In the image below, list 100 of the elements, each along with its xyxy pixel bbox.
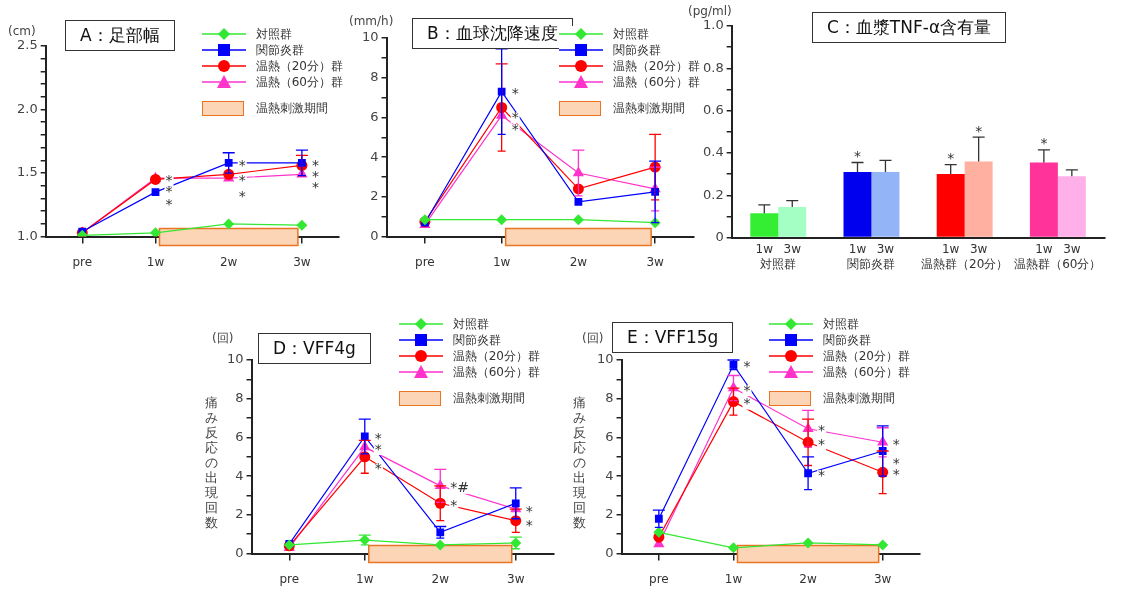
data-label: * [450, 496, 458, 513]
data-label: * [892, 465, 900, 482]
data-label: * [1040, 135, 1048, 152]
y-axis-title: (cm) [8, 24, 36, 38]
y-tick-label: 8 [235, 390, 244, 406]
legend-label: 温熱（20分）群 [255, 57, 343, 75]
y-tick-label: 6 [235, 428, 244, 444]
x-tick-label: pre [72, 254, 93, 269]
legend-label: 温熱（60分）群 [612, 73, 700, 91]
x-tick-label: 3w [293, 254, 311, 269]
chart-title: C：血漿TNF-α含有量 [812, 12, 1007, 43]
legend-label: 温熱（20分）群 [612, 57, 700, 75]
text: 痛み反応の出現回数 [572, 395, 586, 530]
y-tick-label: 4 [605, 467, 614, 483]
chart-title: D：VFF4g [258, 333, 371, 364]
data-label: * [238, 171, 246, 188]
y-tick-label: 4 [370, 148, 379, 164]
x-tick-label: 2w [431, 571, 450, 586]
text: 3w [1063, 241, 1081, 256]
x-tick-label: 2w [569, 254, 588, 269]
legend-label: 温熱刺激期間 [255, 100, 328, 117]
data-label: * [374, 460, 382, 477]
data-label: * [892, 435, 900, 452]
y-tick-label: 0 [605, 544, 614, 560]
y-tick-label: 0 [715, 228, 724, 244]
legend-label: 温熱（20分）群 [452, 347, 540, 365]
data-label: * [165, 183, 173, 200]
legend-label: 温熱（60分）群 [255, 73, 343, 91]
data-label: * [947, 150, 955, 167]
y-tick-label: 0.2 [702, 186, 724, 202]
y-tick-label: 1.0 [702, 17, 724, 33]
data-label: * [238, 187, 246, 204]
x-tick-label: pre [649, 571, 669, 586]
x-tick-label: 3w [646, 254, 665, 269]
legend-label: 温熱（60分）群 [822, 363, 910, 381]
text: (回) [212, 330, 234, 347]
chart-title: E：VFF15g [612, 322, 734, 353]
x-tick-label: 1w [492, 254, 511, 269]
y-tick-label: 1.0 [16, 227, 38, 243]
y-tick-label: 6 [605, 428, 614, 444]
x-tick-label: 対照群 [760, 256, 797, 271]
x-tick-label: 3w [873, 571, 892, 586]
x-tick-label: 3w [507, 571, 525, 586]
legend-label: 温熱刺激期間 [612, 100, 685, 117]
x-tick-label: 1w [724, 571, 743, 586]
y-tick-label: 4 [235, 467, 244, 483]
y-tick-label: 2.0 [16, 100, 38, 116]
y-tick-label: 10 [362, 29, 379, 45]
y-tick-label: 10 [597, 351, 614, 367]
data-label: * [853, 148, 861, 165]
y-tick-label: 2.5 [16, 37, 38, 53]
x-tick-label: 1w [356, 571, 374, 586]
x-tick-label: pre [415, 254, 435, 269]
x-tick-label: 1w [146, 254, 165, 269]
text: 3w [876, 241, 895, 256]
legend-label: 関節炎群 [612, 41, 661, 59]
legend-label: 対照群 [822, 315, 859, 333]
series-label: 1w [755, 241, 774, 256]
y-tick-label: 8 [605, 390, 614, 406]
y-tick-label: 6 [370, 108, 379, 124]
series-label: 3w [783, 241, 802, 256]
text: 1w [1035, 241, 1053, 256]
data-label: * [975, 122, 983, 139]
text: 3w [969, 241, 988, 256]
data-label: * [743, 395, 751, 412]
legend-label: 対照群 [452, 315, 489, 333]
y-tick-label: 0 [235, 544, 244, 560]
chart-title: B：血球沈降速度 [412, 18, 573, 49]
y-axis-title: (mm/h) [349, 14, 394, 28]
y-axis-title: (pg/ml) [688, 4, 732, 18]
legend-label: 関節炎群 [255, 41, 304, 59]
text: 1w [848, 241, 867, 256]
legend-label: 温熱（60分）群 [452, 363, 540, 381]
x-tick-label: 温熱群（60分） [1014, 256, 1102, 271]
x-tick-label: 2w [799, 571, 817, 586]
data-label: *# [450, 479, 469, 496]
data-label: * [311, 179, 319, 196]
y-tick-label: 0.8 [702, 59, 724, 75]
x-tick-label: 温熱群（20分） [921, 256, 1009, 271]
legend-label: 温熱刺激期間 [452, 390, 525, 407]
text: (回) [582, 330, 604, 347]
y-tick-label: 10 [227, 351, 244, 367]
data-label: * [743, 358, 751, 375]
data-label: * [511, 121, 519, 138]
text: 痛み反応の出現回数 [204, 395, 218, 530]
data-label: * [818, 466, 826, 483]
legend-label: 温熱（20分）群 [822, 347, 910, 365]
y-tick-label: 8 [370, 69, 379, 85]
y-tick-label: 2 [370, 188, 379, 204]
y-tick-label: 2 [605, 506, 614, 522]
data-label: * [511, 85, 519, 102]
x-tick-label: pre [279, 571, 300, 586]
legend-label: 関節炎群 [822, 331, 871, 349]
legend-label: 対照群 [612, 25, 649, 43]
chart-title: A：足部幅 [65, 20, 175, 51]
data-label: * [238, 156, 246, 173]
text: 1w [941, 241, 960, 256]
y-tick-label: 0 [370, 227, 379, 243]
y-tick-label: 2 [235, 506, 244, 522]
y-tick-label: 1.5 [16, 164, 38, 180]
